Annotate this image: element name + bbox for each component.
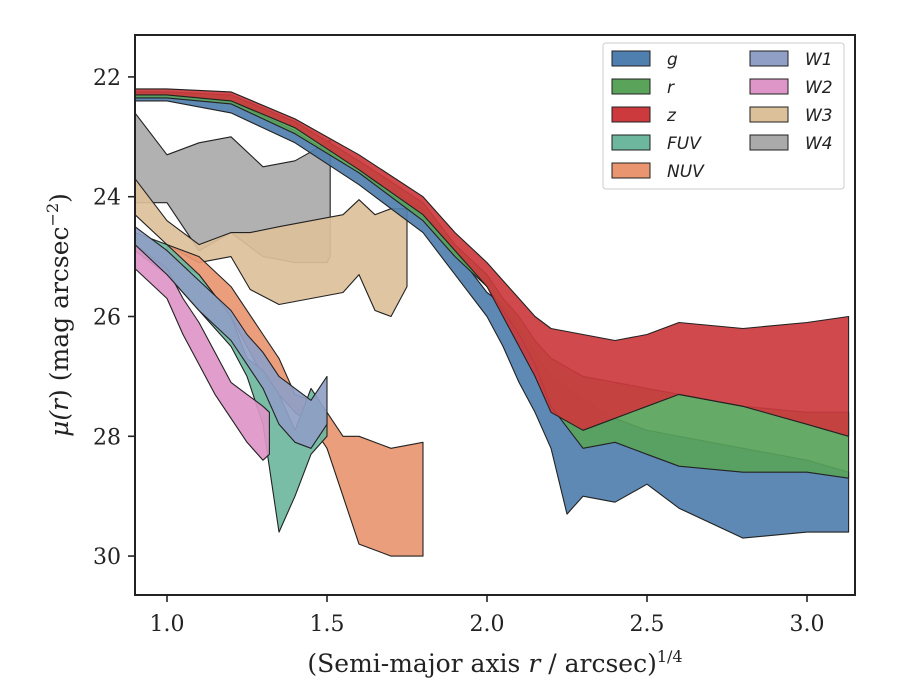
legend-label-nuv: NUV	[667, 162, 705, 182]
band-w3	[134, 178, 408, 318]
legend-label-fuv: FUV	[667, 134, 702, 154]
y-tick-label: 28	[93, 425, 121, 450]
profile-bands	[134, 88, 850, 557]
legend-swatch-r	[611, 78, 651, 95]
legend: grz FUV NUV W1 W2 W3 W4	[602, 42, 845, 190]
y-tick-label: 24	[93, 186, 121, 211]
legend-label-w2: W2	[805, 78, 833, 98]
band-z	[134, 88, 850, 437]
legend-swatch-w2	[749, 78, 789, 95]
x-tick-label: 2.5	[630, 612, 665, 637]
y-tick-label: 26	[93, 305, 121, 330]
y-tick-label: 22	[93, 66, 121, 91]
legend-swatch-w3	[749, 106, 789, 123]
y-axis-label: μ(r) (mag arcsec−2)	[43, 193, 74, 437]
legend-swatch-w4	[749, 134, 789, 151]
legend-label-z: z	[666, 106, 677, 126]
legend-label-w1: W1	[805, 50, 833, 70]
legend-label-w4: W4	[805, 134, 833, 154]
x-tick-label: 2.0	[470, 612, 505, 637]
x-axis-label: (Semi-major axis r / arcsec)1/4	[307, 647, 682, 678]
legend-label-r: r	[667, 78, 675, 98]
y-tick-label: 30	[93, 545, 121, 570]
x-tick-label: 1.5	[310, 612, 345, 637]
legend-swatch-w1	[749, 50, 789, 67]
axis-ticks: 1.0 1.5 2.0 2.5 3.0 22 24 26 28 30	[93, 66, 825, 637]
legend-swatch-fuv	[611, 134, 651, 151]
x-tick-label: 1.0	[150, 612, 185, 637]
legend-label-g: g	[667, 50, 678, 70]
x-tick-label: 3.0	[790, 612, 825, 637]
plot-frame	[134, 34, 856, 596]
legend-swatch-g	[611, 50, 651, 67]
legend-swatch-nuv	[611, 162, 651, 179]
band-g	[134, 94, 850, 539]
band-w2	[134, 244, 270, 461]
legend-label-w3: W3	[805, 106, 833, 126]
legend-swatch-z	[611, 106, 651, 123]
band-w1	[134, 226, 328, 449]
